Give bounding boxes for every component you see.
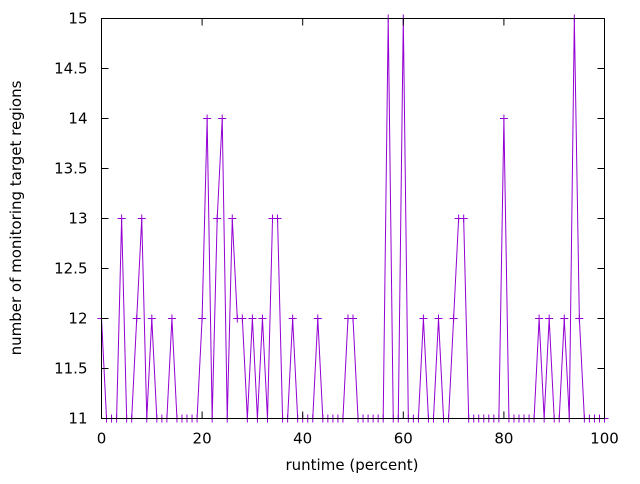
y-tick-label: 14 bbox=[68, 110, 87, 128]
y-tick-label: 12 bbox=[68, 310, 87, 328]
data-point bbox=[313, 314, 322, 323]
data-point bbox=[535, 314, 544, 323]
data-point bbox=[434, 314, 443, 323]
x-tick-label: 20 bbox=[193, 430, 212, 448]
data-point bbox=[258, 314, 267, 323]
y-tick-label: 13 bbox=[68, 210, 87, 228]
data-point bbox=[575, 314, 584, 323]
data-point bbox=[560, 314, 569, 323]
series-line bbox=[101, 18, 605, 419]
y-tick-label: 15 bbox=[68, 10, 87, 28]
data-point bbox=[545, 314, 554, 323]
data-point bbox=[349, 314, 357, 323]
y-tick-label: 14.5 bbox=[54, 60, 87, 78]
y-tick-label: 11.5 bbox=[54, 360, 87, 378]
data-point bbox=[147, 314, 156, 323]
x-axis-label: runtime (percent) bbox=[286, 456, 419, 474]
y-tick-label: 13.5 bbox=[54, 160, 87, 178]
x-tick-label: 100 bbox=[590, 430, 619, 448]
data-point bbox=[449, 314, 458, 323]
data-point bbox=[273, 214, 282, 223]
plot-border bbox=[101, 18, 605, 419]
y-tick-label: 11 bbox=[68, 410, 87, 428]
data-point bbox=[132, 314, 141, 323]
data-point bbox=[218, 114, 227, 123]
data-point bbox=[203, 114, 212, 123]
data-point bbox=[198, 314, 207, 323]
data-point bbox=[213, 214, 222, 223]
data-point bbox=[419, 314, 428, 323]
x-tick-label: 80 bbox=[494, 430, 513, 448]
ticks-layer: 0 20 40 60 80 100 11 11.5 12 12.5 13 13.5 14 14.5 15 bbox=[54, 10, 619, 448]
y-tick-label: 12.5 bbox=[54, 260, 87, 278]
data-point bbox=[499, 114, 508, 123]
series-layer bbox=[97, 14, 609, 423]
data-point bbox=[167, 314, 176, 323]
x-tick-label: 60 bbox=[394, 430, 413, 448]
data-point bbox=[228, 214, 237, 223]
data-point bbox=[137, 214, 146, 223]
y-axis-label: number of monitoring target regions bbox=[7, 80, 25, 355]
x-tick-label: 0 bbox=[97, 430, 107, 448]
x-tick-label: 40 bbox=[293, 430, 312, 448]
data-point bbox=[238, 314, 247, 323]
data-point bbox=[288, 314, 297, 323]
data-point bbox=[248, 314, 257, 323]
data-point bbox=[459, 214, 468, 223]
data-point bbox=[117, 214, 126, 223]
